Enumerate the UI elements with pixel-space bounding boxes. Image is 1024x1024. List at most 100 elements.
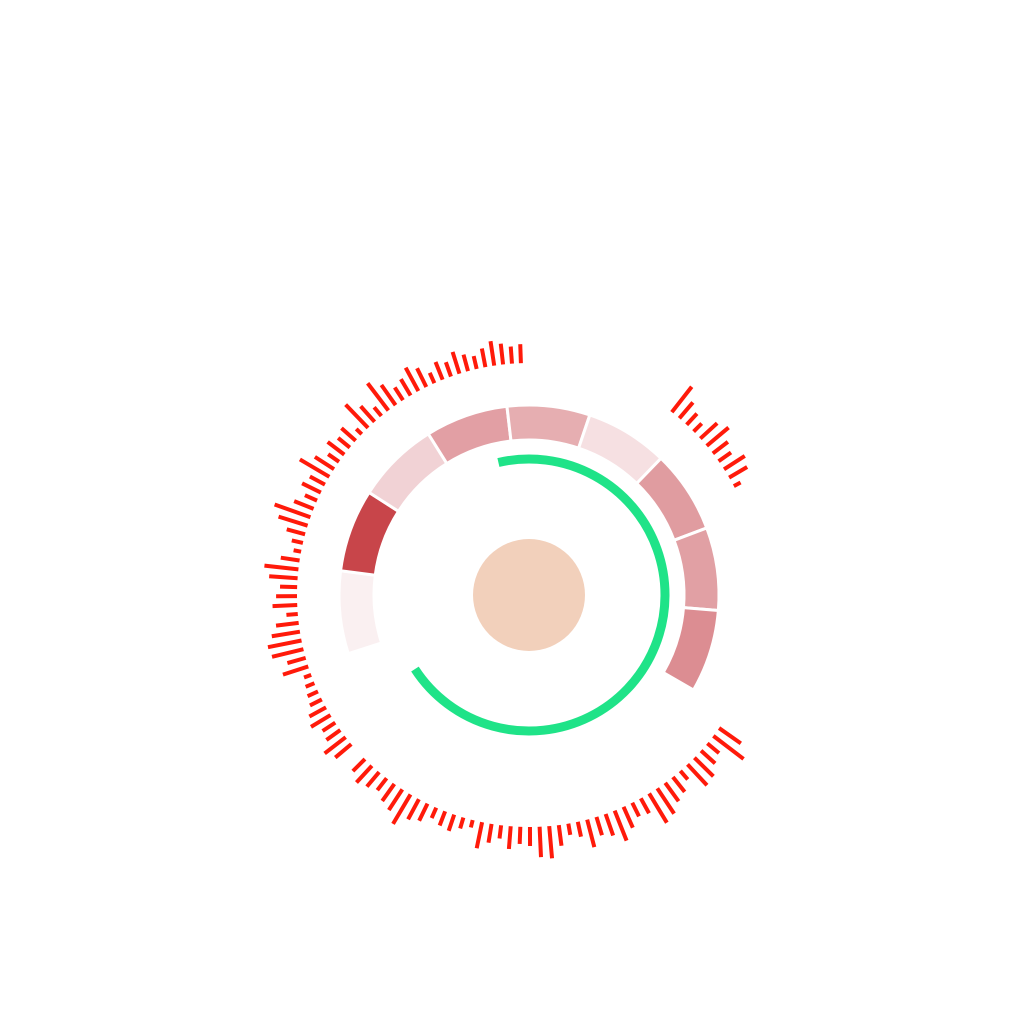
tick-bar <box>286 527 306 537</box>
tick-bar <box>692 422 704 433</box>
tick-bar <box>304 493 318 503</box>
heat-segment <box>505 403 592 451</box>
tick-bar <box>685 412 699 427</box>
tick-bar <box>372 405 383 418</box>
progress-arc-layer <box>411 454 670 736</box>
tick-bar <box>366 382 390 412</box>
tick-bar <box>612 809 629 842</box>
tick-bar <box>275 620 299 628</box>
tick-bar <box>699 749 717 765</box>
tick-bar <box>717 726 742 745</box>
tick-bar <box>309 713 332 729</box>
tick-bar <box>379 383 398 407</box>
tick-bar <box>575 821 583 838</box>
tick-bar <box>308 474 326 487</box>
tick-bar <box>351 757 367 773</box>
tick-bar <box>698 421 719 441</box>
tick-bar <box>693 756 715 778</box>
tick-bar <box>309 697 323 708</box>
tick-bar <box>471 355 479 370</box>
tick-bar <box>321 720 337 733</box>
tick-bar <box>474 821 485 849</box>
tick-bar <box>298 457 331 479</box>
tick-bar <box>354 427 364 436</box>
tick-bar <box>508 346 514 364</box>
tick-bar <box>547 825 555 859</box>
tick-bar <box>304 681 316 689</box>
tick-bar <box>566 823 573 836</box>
tick-bar <box>286 655 307 665</box>
tick-bar <box>458 816 466 830</box>
tick-bar <box>461 354 470 372</box>
tick-bar <box>655 787 676 815</box>
tick-bar <box>272 603 298 609</box>
heat-segment <box>672 526 721 613</box>
tick-bar <box>326 452 341 464</box>
tick-bar <box>497 825 504 839</box>
tick-bar <box>303 672 312 680</box>
tick-bar <box>678 769 690 781</box>
center-disc <box>473 539 585 651</box>
tick-bar <box>293 548 302 554</box>
tick-bar <box>344 403 370 430</box>
tick-bar <box>621 806 635 829</box>
tick-bar <box>277 514 309 528</box>
heat-segment <box>337 569 384 656</box>
tick-bar <box>717 450 733 463</box>
tick-bar <box>291 538 304 545</box>
tick-bar <box>333 742 353 760</box>
tick-bar <box>271 629 301 639</box>
tick-bar <box>437 810 448 827</box>
tick-bar <box>323 735 347 756</box>
tick-bar <box>433 361 445 381</box>
tick-bar <box>336 436 352 450</box>
tick-bar <box>732 480 742 488</box>
tick-bar <box>594 816 604 836</box>
tick-bar <box>271 647 304 659</box>
tick-bar <box>306 689 319 698</box>
tick-bar <box>325 728 342 742</box>
tick-bar <box>427 371 437 384</box>
tick-bar <box>365 770 381 788</box>
tick-bar <box>468 819 475 828</box>
tick-bar <box>443 361 453 378</box>
tick-bar <box>406 798 421 821</box>
tick-bar <box>671 775 687 794</box>
progress-arc <box>411 454 670 736</box>
tick-bar <box>706 741 721 755</box>
tick-bar <box>603 813 616 837</box>
tick-bar <box>269 574 298 581</box>
tick-bar <box>313 455 336 471</box>
tick-bar <box>326 440 346 457</box>
tick-bar <box>387 788 404 812</box>
tick-bar <box>273 502 312 520</box>
tick-bar <box>417 802 430 822</box>
tick-bar <box>630 801 641 818</box>
tick-bars-layer <box>264 340 749 859</box>
tick-bar <box>479 348 488 368</box>
tick-bar <box>380 782 396 803</box>
tick-bar <box>403 366 421 393</box>
tick-bar <box>486 823 494 844</box>
tick-bar <box>711 440 730 456</box>
tick-bar <box>301 481 322 495</box>
tick-bar <box>286 611 298 617</box>
tick-bar <box>393 386 405 402</box>
tick-bar <box>647 792 669 824</box>
tick-bar <box>712 734 745 761</box>
tick-bar <box>429 806 439 819</box>
tick-bar <box>264 563 299 572</box>
tick-bar <box>450 351 462 375</box>
heat-segment <box>661 605 720 693</box>
tick-bar <box>282 664 309 677</box>
tick-bar <box>728 465 749 480</box>
heat-segment <box>426 404 513 466</box>
heat-segments-layer <box>337 403 721 693</box>
tick-bar <box>280 555 300 563</box>
tick-bar <box>639 797 651 815</box>
tick-bar <box>517 826 523 845</box>
tick-bar <box>267 638 302 650</box>
tick-bar <box>537 826 543 858</box>
